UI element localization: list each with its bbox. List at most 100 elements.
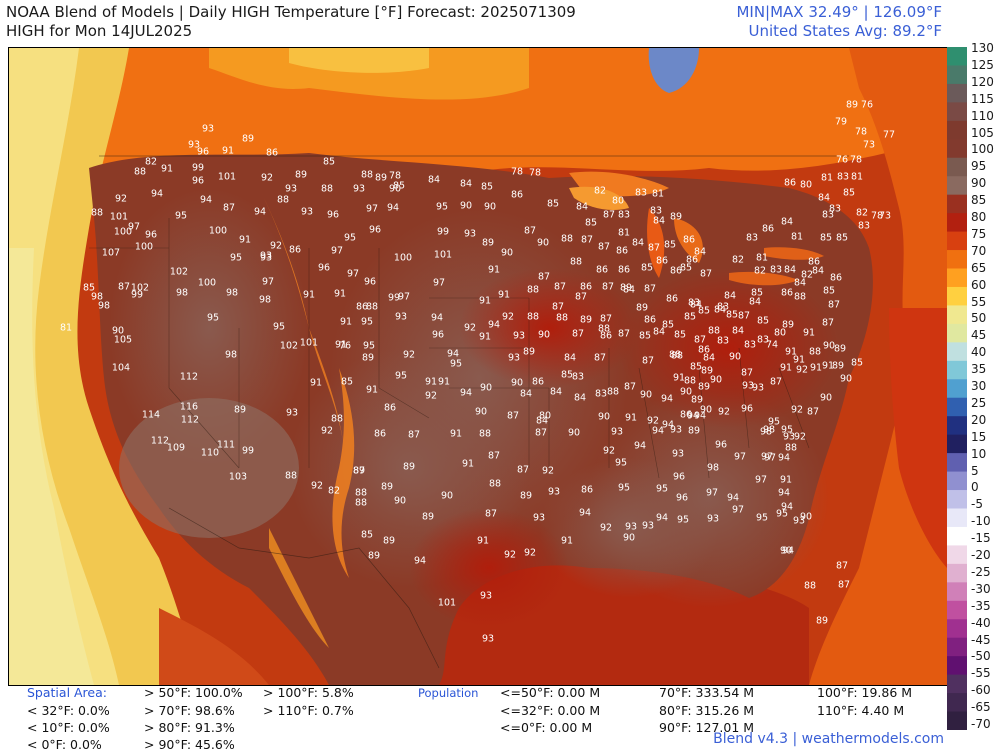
color-scale-tick: -20 (971, 548, 991, 562)
temperature-label: 94 (655, 512, 669, 524)
temperature-label: 87 (827, 299, 841, 311)
temperature-label: 88 (330, 413, 344, 425)
temperature-label: 86 (783, 177, 797, 189)
color-scale-tick: 35 (971, 362, 987, 377)
temperature-label: 87 (574, 291, 588, 303)
temperature-label: 87 (551, 301, 565, 313)
temperature-label: 89 (635, 302, 649, 314)
temperature-label: 93 (792, 515, 806, 527)
temperature-label: 88 (526, 284, 540, 296)
temperature-label: 87 (602, 209, 616, 221)
temperature-label: 93 (507, 352, 521, 364)
temperature-label: 86 (665, 293, 679, 305)
temperature-label: 89 (831, 360, 845, 372)
temperature-label: 96 (196, 146, 210, 158)
temperature-label: 94 (430, 312, 444, 324)
temperature-label: 94 (660, 393, 674, 405)
temperature-label: 98 (258, 294, 272, 306)
temperature-label: 90 (639, 389, 653, 401)
temperature-label: 87 (580, 234, 594, 246)
color-scale-tick: -5 (971, 497, 983, 512)
temperature-label: 100 (197, 277, 217, 289)
temperature-label: 91 (784, 346, 798, 358)
temperature-label: 87 (837, 579, 851, 591)
temperature-label: 85 (689, 361, 703, 373)
temperature-label: 104 (111, 362, 131, 374)
temperature-label: 96 (672, 471, 686, 483)
temperature-label: 84 (693, 246, 707, 258)
temperature-label: 90 (822, 340, 836, 352)
temperature-label: 97 (733, 451, 747, 463)
color-scale-swatch (947, 434, 967, 454)
temperature-label: 93 (479, 590, 493, 602)
temperature-label: 87 (597, 241, 611, 253)
temperature-label: 92 (541, 465, 555, 477)
temperature-label: 89 (402, 461, 416, 473)
temperature-label: 94 (459, 387, 473, 399)
temperature-label: 89 (690, 394, 704, 406)
temperature-label: 77 (882, 129, 896, 141)
temperature-label: 94 (199, 194, 213, 206)
temperature-label: 85 (673, 329, 687, 341)
temperature-label: 93 (532, 512, 546, 524)
temperature-label: 83 (828, 203, 842, 215)
temperature-label: 90 (679, 386, 693, 398)
temperature-label: 93 (481, 633, 495, 645)
temperature-label: 85 (82, 282, 96, 294)
temperature-label: 84 (780, 216, 794, 228)
temperature-label: 92 (260, 172, 274, 184)
color-scale-swatch (947, 526, 967, 547)
temperature-label: 98 (175, 287, 189, 299)
temperature-label: 86 (829, 272, 843, 284)
temperature-label: 96 (191, 175, 205, 187)
temperature-label: 98 (706, 462, 720, 474)
temperature-label: 84 (459, 178, 473, 190)
temperature-label: 91 (779, 474, 793, 486)
temperature-map: 93 89 93 96 91 86 85 88 89 78 84 84 85 78 78 86 85 84 82 80… (8, 47, 948, 686)
temperature-label: 89 (619, 282, 633, 294)
temperature-label: 93 (300, 206, 314, 218)
temperature-label: 88 (803, 580, 817, 592)
temperature-label: 86 (615, 245, 629, 257)
temperature-label: 90 (709, 374, 723, 386)
color-scale-swatch (947, 582, 967, 602)
temperature-label: 84 (811, 265, 825, 277)
temperature-label: 85 (697, 305, 711, 317)
temperature-label: 92 (523, 547, 537, 559)
temperature-label: 91 (779, 362, 793, 374)
temperature-label: 84 (731, 325, 745, 337)
color-scale-tick: -65 (971, 700, 991, 715)
temperature-label: 88 (555, 312, 569, 324)
temperature-label: 78 (854, 126, 868, 138)
temperature-label: 89 (522, 346, 536, 358)
temperature-label: 96 (740, 403, 754, 415)
temperature-label: 88 (526, 311, 540, 323)
color-scale-tick: 115 (971, 91, 994, 106)
temperature-label: 84 (702, 352, 716, 364)
temperature-label: 90 (536, 237, 550, 249)
color-scale-swatch (947, 416, 967, 436)
temperature-label: 97 (754, 474, 768, 486)
temperature-label: 95 (206, 312, 220, 324)
temperature-label: 91 (809, 362, 823, 374)
temperature-label: 95 (449, 358, 463, 370)
temperature-label: 88 (597, 323, 611, 335)
temperature-label: 90 (459, 200, 473, 212)
temperature-label: 88 (488, 478, 502, 490)
color-scale-swatch (947, 286, 967, 307)
temperature-label: 91 (424, 376, 438, 388)
color-scale-swatch (947, 619, 967, 639)
temperature-label: 92 (646, 415, 660, 427)
temperature-label: 83 (857, 220, 871, 232)
temperature-label: 95 (272, 321, 286, 333)
temperature-label: 76 (860, 99, 874, 111)
temperature-label: 110 (200, 447, 220, 459)
color-scale-swatch (947, 323, 967, 343)
temperature-label: 85 (842, 187, 856, 199)
temperature-label: 100 (393, 252, 413, 264)
temperature-label: 87 (516, 464, 530, 476)
color-scale-tick: 20 (971, 412, 987, 427)
temperature-label: 84 (519, 388, 533, 400)
color-scale-swatch (947, 711, 967, 731)
color-scale-tick: -70 (971, 717, 991, 731)
